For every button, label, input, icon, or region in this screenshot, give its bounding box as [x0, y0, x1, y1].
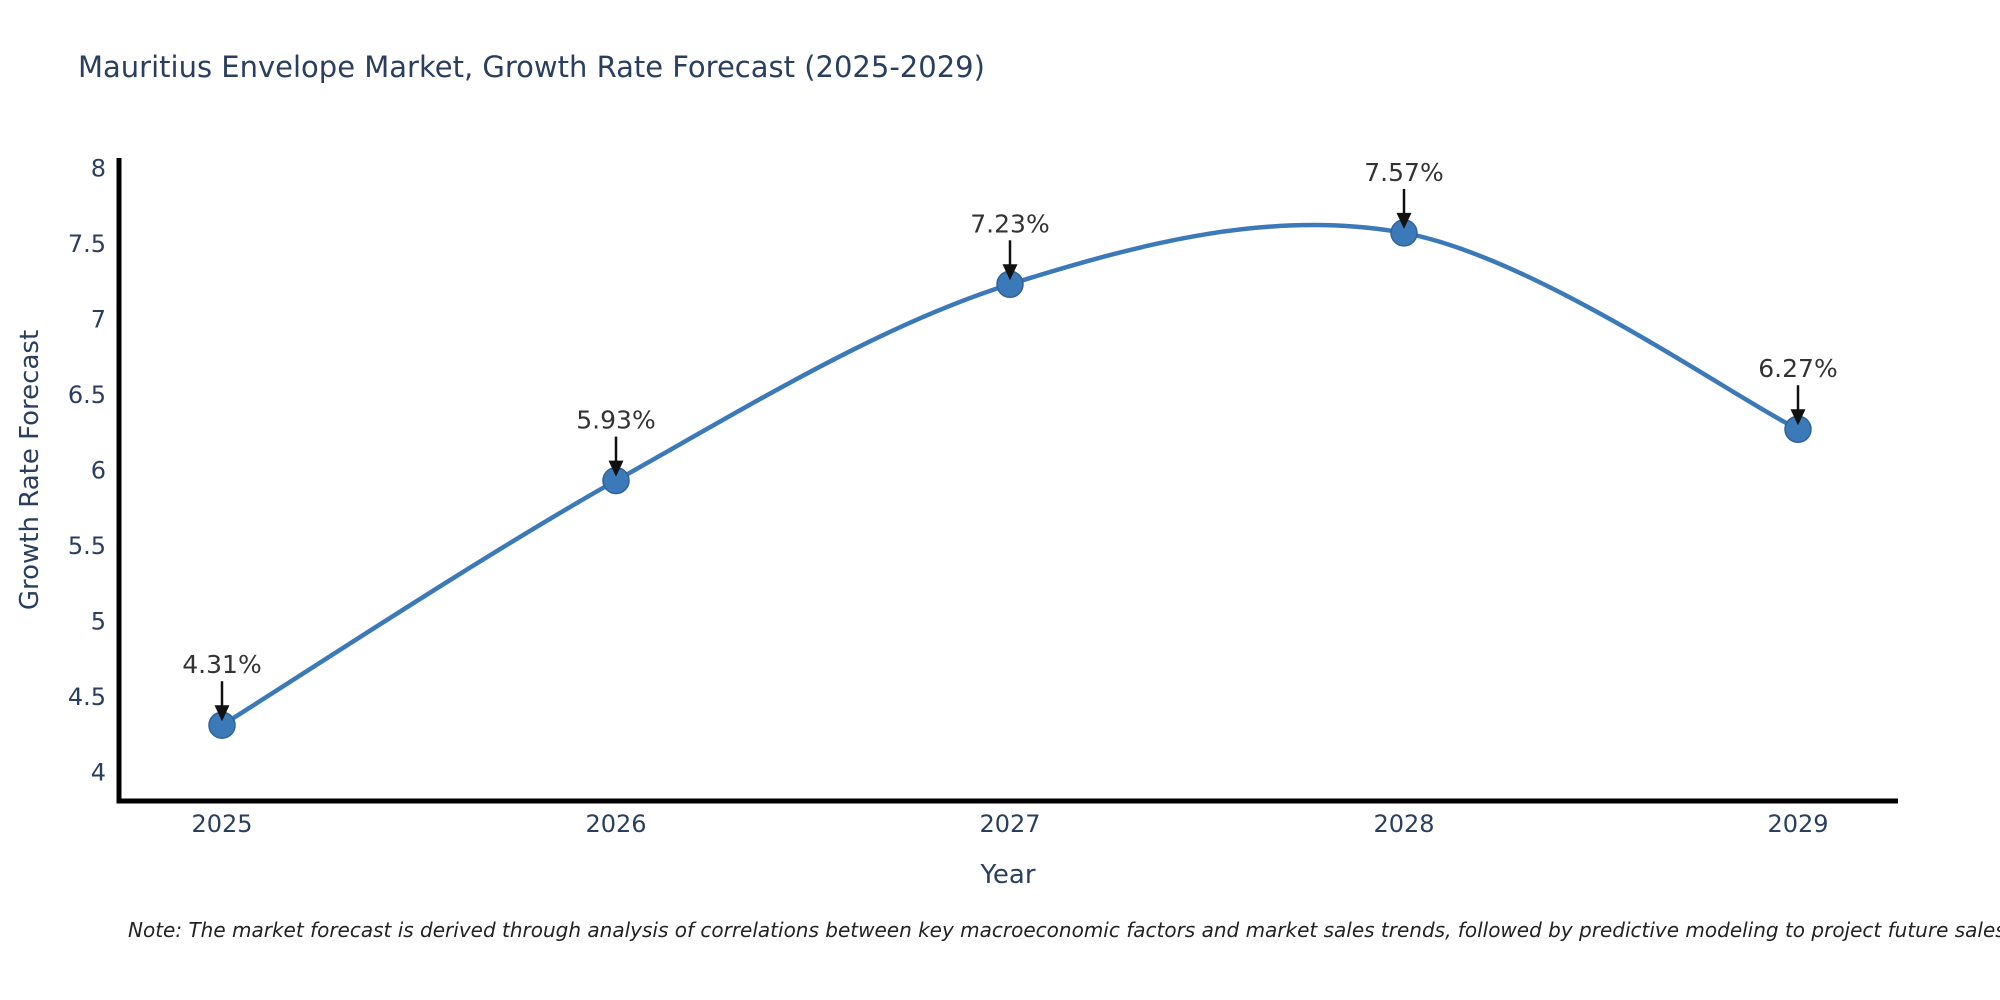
x-axis-title: Year [980, 860, 1036, 890]
x-tick-label: 2029 [1767, 810, 1828, 838]
annotations: 4.31% 5.93% 7.23% 7.57% 6.27% [182, 158, 1838, 722]
y-tick-labels: 4 4.5 5 5.5 6 6.5 7 7.5 8 [68, 155, 106, 787]
y-tick-label: 6 [91, 457, 106, 485]
annotation-arrowhead-icon [1002, 264, 1018, 281]
data-point-label: 7.23% [970, 209, 1049, 238]
data-point-label: 7.57% [1364, 158, 1443, 187]
y-tick-label: 4.5 [68, 683, 106, 711]
annotation-arrowhead-icon [1396, 212, 1412, 229]
y-tick-label: 8 [91, 155, 106, 183]
x-tick-label: 2025 [191, 810, 252, 838]
forecast-line [219, 222, 1801, 728]
chart-title: Mauritius Envelope Market, Growth Rate F… [78, 50, 985, 84]
y-tick-label: 6.5 [68, 381, 106, 409]
annotation-arrowhead-icon [214, 705, 230, 722]
x-tick-label: 2026 [585, 810, 646, 838]
y-tick-label: 5.5 [68, 532, 106, 560]
x-tick-label: 2028 [1373, 810, 1434, 838]
y-tick-label: 4 [91, 759, 106, 787]
x-tick-label: 2027 [979, 810, 1040, 838]
y-tick-label: 7.5 [68, 230, 106, 258]
data-point-label: 5.93% [576, 406, 655, 435]
y-tick-label: 7 [91, 306, 106, 334]
annotation-arrowhead-icon [1790, 409, 1806, 426]
data-point-label: 6.27% [1758, 354, 1837, 383]
x-tick-labels: 2025 2026 2027 2028 2029 [191, 810, 1828, 838]
footnote: Note: The market forecast is derived thr… [128, 918, 2000, 942]
y-tick-label: 5 [91, 608, 106, 636]
annotation-arrowhead-icon [608, 460, 624, 477]
data-point-label: 4.31% [182, 650, 261, 679]
